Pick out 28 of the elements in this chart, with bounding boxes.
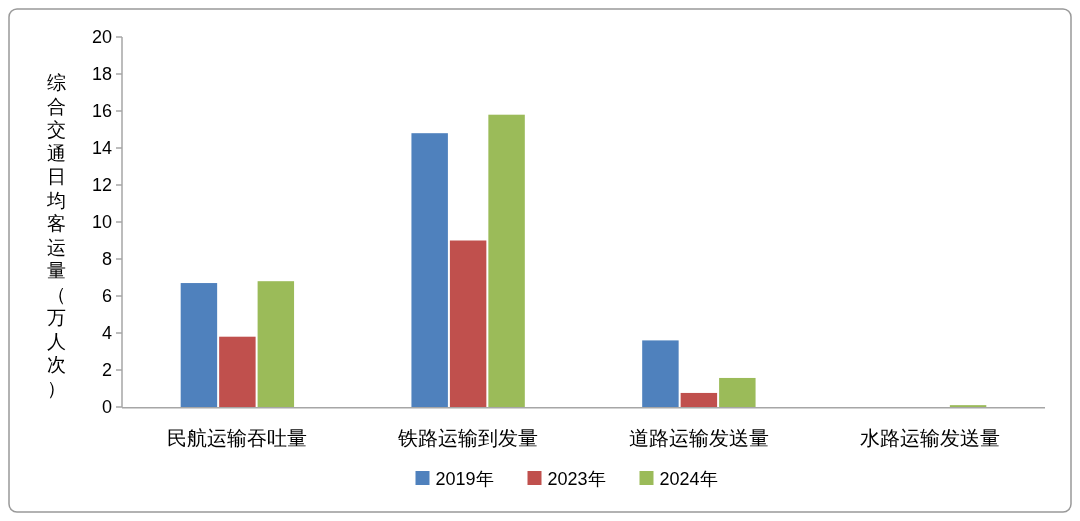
bar <box>719 377 756 407</box>
bar <box>488 114 525 407</box>
bar <box>449 240 487 407</box>
bar <box>411 133 448 407</box>
x-tick-label: 民航运输吞吐量 <box>167 427 308 449</box>
y-tick-label: 18 <box>91 64 112 85</box>
y-tick-label: 12 <box>91 175 112 196</box>
y-tick-label: 4 <box>101 323 112 344</box>
legend-label: 2019年 <box>435 469 494 489</box>
bar <box>642 340 679 407</box>
y-tick-label: 14 <box>91 138 112 159</box>
legend-label: 2023年 <box>547 469 606 489</box>
y-tick-label: 16 <box>91 101 112 122</box>
y-tick-label: 0 <box>101 397 112 418</box>
x-tick-label: 道路运输发送量 <box>628 427 769 449</box>
text: 综合交通日均客运量（万人次） <box>46 72 66 399</box>
bar <box>219 336 256 407</box>
y-tick-label: 6 <box>101 286 112 307</box>
x-tick-label: 水路运输发送量 <box>859 427 1000 449</box>
bar <box>257 281 295 407</box>
bar <box>180 283 218 407</box>
x-tick-label: 铁路运输到发量 <box>397 427 539 449</box>
y-tick-label: 2 <box>101 360 112 381</box>
bar <box>680 392 718 407</box>
y-tick-label: 8 <box>101 249 112 270</box>
legend-label: 2024年 <box>659 469 718 489</box>
y-tick-label: 10 <box>91 212 112 233</box>
y-tick-label: 20 <box>91 27 112 48</box>
